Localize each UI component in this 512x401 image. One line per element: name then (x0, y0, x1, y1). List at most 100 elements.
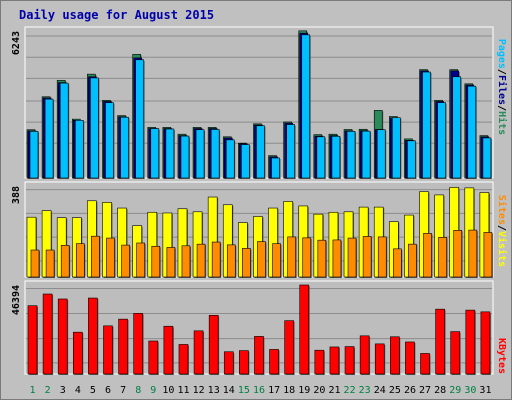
sites-bar (181, 245, 191, 278)
pages-bar (241, 144, 250, 179)
day-label: 16 (253, 385, 265, 396)
sites-bar (362, 236, 372, 278)
kbytes-bar (148, 340, 159, 375)
day-label: 22 (344, 385, 356, 396)
kbytes-bar (344, 346, 355, 375)
sites-bar (438, 237, 447, 278)
sites-bar (151, 245, 161, 278)
pages-bar (256, 125, 265, 179)
day-label: 17 (268, 385, 280, 396)
kbytes-bar (390, 336, 400, 375)
day-label: 9 (150, 385, 156, 396)
sites-bar (242, 248, 251, 278)
pages-bar (165, 128, 175, 179)
sites-bar (423, 233, 432, 278)
day-label: 3 (60, 385, 66, 396)
kbytes-bar (299, 284, 310, 375)
day-label: 26 (404, 385, 416, 396)
sites-bar (332, 239, 342, 278)
pages-bar (120, 116, 129, 179)
day-label: 11 (177, 385, 189, 396)
series-legend: KBytes (496, 338, 507, 374)
pages-bar (195, 129, 205, 179)
legend-files: Files (496, 75, 508, 105)
day-label: 6 (105, 385, 111, 396)
sites-bar (226, 244, 236, 278)
sites-bar (287, 236, 296, 278)
y-max-label: 388 (11, 186, 22, 204)
sites-bar (468, 229, 478, 278)
pages-bar (346, 131, 356, 179)
day-label: 18 (283, 385, 295, 396)
kbytes-bar (435, 308, 445, 375)
pages-bar (437, 102, 446, 179)
sites-bar (196, 243, 206, 278)
sites-bar (45, 249, 55, 278)
kbytes-bar (88, 297, 98, 375)
kbytes-bar (254, 336, 264, 375)
sites-bar (257, 241, 266, 278)
sites-bar (91, 235, 100, 278)
day-label: 14 (223, 385, 235, 396)
kbytes-bar (103, 325, 113, 375)
day-label: 8 (135, 385, 141, 396)
legend-visits: Visits (496, 231, 508, 267)
kbytes-bar (239, 350, 249, 375)
sites-bar (302, 237, 312, 278)
series-legend: Sites/Visits (496, 195, 508, 267)
day-label: 29 (449, 385, 461, 396)
pages-bar (331, 136, 341, 179)
pages-bar (210, 129, 220, 179)
legend-sep: / (496, 225, 507, 231)
pages-bar (74, 120, 84, 179)
legend-kbytes: KBytes (496, 338, 507, 374)
pages-bar (225, 139, 235, 179)
sites-bar (347, 237, 357, 278)
pages-bar (392, 117, 401, 179)
pages-bar (467, 85, 477, 179)
sites-bar (60, 245, 70, 278)
day-label: 10 (162, 385, 174, 396)
day-label: 1 (30, 385, 36, 396)
kbytes-bar (208, 314, 219, 375)
day-label: 4 (75, 385, 81, 396)
kbytes-bar (450, 331, 461, 375)
kbytes-bar (223, 351, 234, 375)
chart-title: Daily usage for August 2015 (19, 8, 215, 22)
kbytes-bar (193, 330, 204, 375)
kbytes-bar (133, 313, 143, 375)
kbytes-bar (420, 353, 430, 375)
kbytes-bar (374, 343, 385, 375)
kbytes-bar (72, 331, 83, 375)
day-label: 21 (328, 385, 340, 396)
sites-bar (317, 239, 327, 278)
kbytes-bar (118, 318, 128, 375)
pages-bar (271, 157, 280, 179)
pages-bar (105, 102, 114, 179)
kbytes-bar (178, 344, 189, 375)
kbytes-bar (27, 305, 38, 375)
day-label: 31 (479, 385, 491, 396)
pages-bar (376, 129, 386, 179)
kbytes-bar (314, 349, 325, 375)
kbytes-bar (465, 309, 476, 375)
day-label: 23 (359, 385, 371, 396)
y-max-label: 46394 (11, 285, 22, 315)
kbytes-bar (359, 335, 370, 375)
sites-bar (106, 237, 115, 278)
legend-sites: Sites (496, 195, 508, 225)
day-label: 12 (193, 385, 205, 396)
y-max-label: 6243 (11, 31, 22, 55)
kbytes-bar (57, 298, 68, 375)
pages-bar (44, 98, 54, 179)
kbytes-bar (480, 311, 491, 375)
kbytes-bar (284, 320, 294, 375)
pages-bar (452, 76, 462, 179)
kbytes-bar (163, 325, 174, 375)
sites-bar (211, 241, 221, 278)
sites-bar (453, 230, 463, 278)
sites-bar (136, 242, 145, 278)
sites-bar (272, 243, 281, 278)
pages-bar (422, 71, 431, 179)
